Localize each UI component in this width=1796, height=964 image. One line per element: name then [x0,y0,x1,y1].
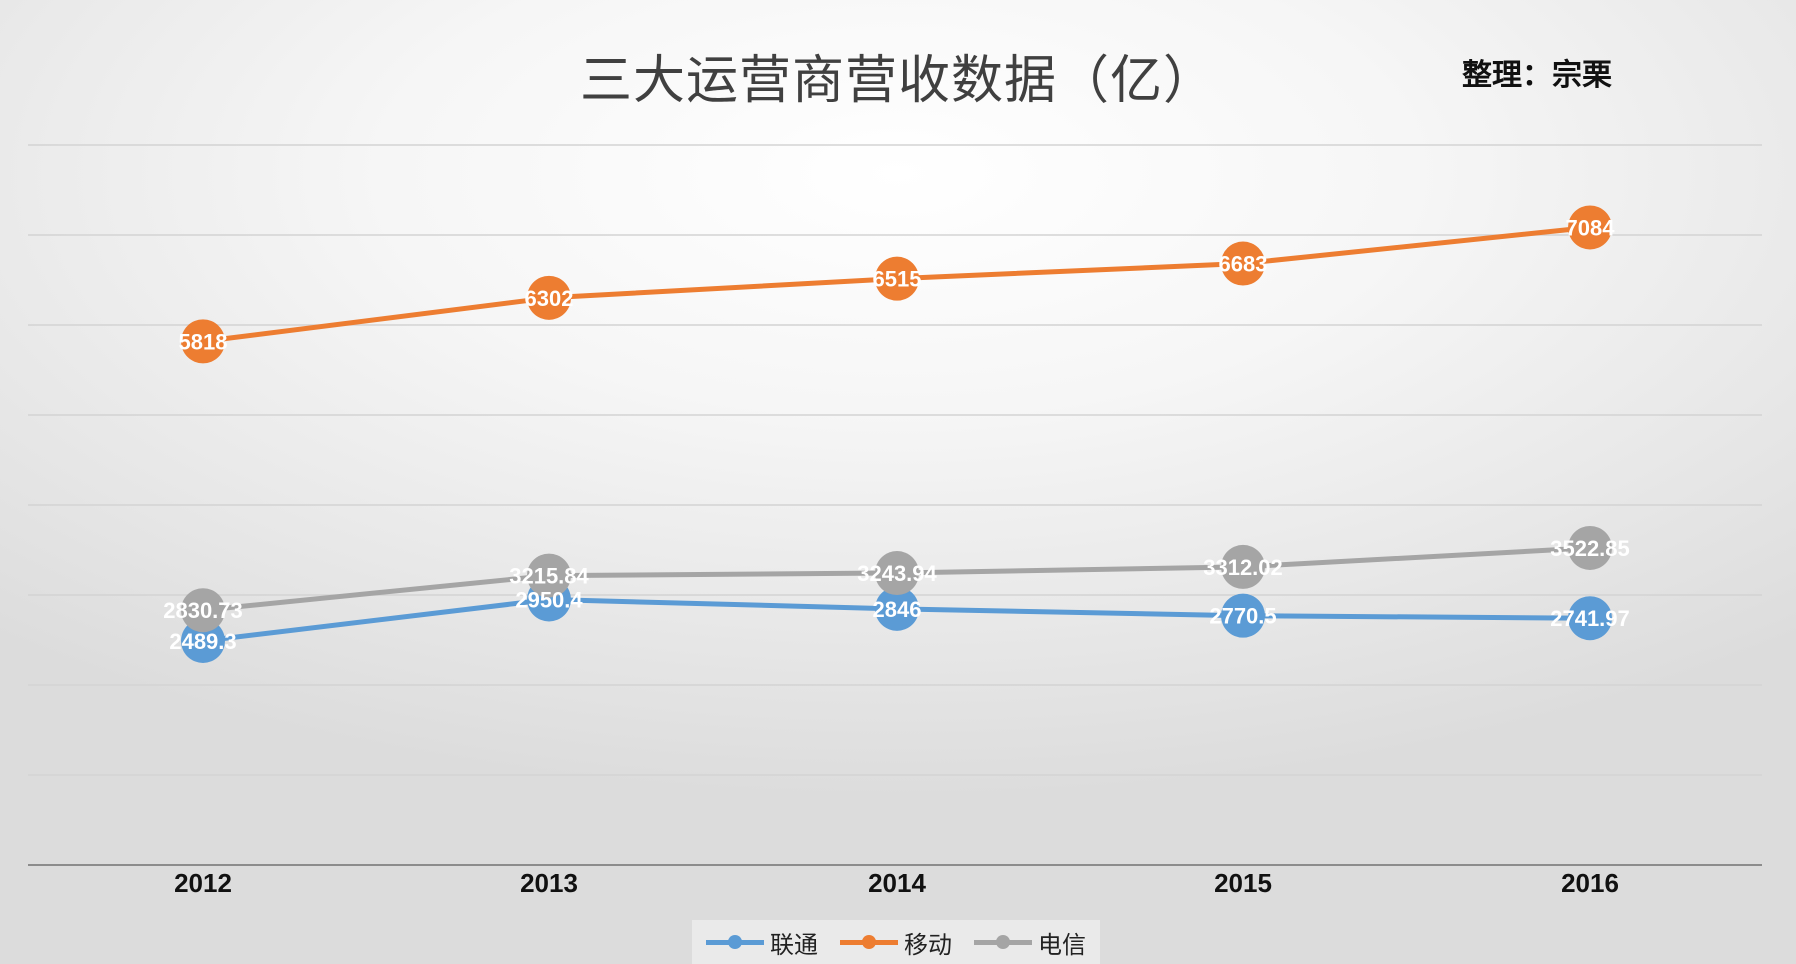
data-point-marker [181,319,225,364]
data-point-marker [1221,593,1265,638]
data-label: 2770.5 [1209,604,1276,629]
data-label: 2741.97 [1550,606,1630,631]
x-axis: 2012 2013 2014 2015 2016 [28,864,1762,898]
legend-swatch-dot [862,935,876,949]
data-point-marker [875,256,919,301]
legend-item: 联通 [706,925,818,960]
x-tick-label-2013: 2013 [520,868,578,898]
series-layer [181,205,1612,663]
data-point-marker [181,588,225,633]
legend-label: 联通 [770,930,818,959]
chart-author-credit: 整理：宗栗 [1462,58,1612,93]
legend-swatch-dot [996,935,1010,949]
x-tick-label-2014: 2014 [868,868,926,898]
x-tick-label-2012: 2012 [174,868,232,898]
legend-swatch-dot [728,935,742,949]
data-labels: 2489.3 2950.4 2846 2770.5 2741.97 5818 6302 651… [163,215,1630,654]
data-label: 7084 [1566,215,1616,240]
data-label: 2489.3 [169,629,236,654]
data-label: 6515 [873,267,922,292]
data-point-marker [1568,596,1612,641]
data-label: 2950.4 [515,587,583,612]
data-point-marker [1568,205,1612,250]
data-point-marker [181,618,225,663]
data-label: 6683 [1219,252,1268,277]
data-label: 3522.85 [1550,536,1630,561]
data-point-marker [527,275,571,320]
legend-swatch-icon [840,934,898,950]
data-point-marker [1221,544,1265,589]
legend-swatch-icon [974,934,1032,950]
legend-swatch-icon [706,934,764,950]
legend-label: 移动 [904,930,952,959]
data-point-marker [527,553,571,598]
data-point-marker [1568,525,1612,570]
chart-title: 三大运营商营收数据（亿） [579,51,1216,111]
x-tick-label-2016: 2016 [1561,868,1619,898]
data-label: 3312.02 [1203,555,1283,580]
data-point-marker [875,551,919,596]
legend-item: 移动 [840,925,952,960]
gridlines [28,144,1762,776]
data-label: 6302 [525,286,574,311]
data-label: 2830.73 [163,598,243,623]
data-label: 3243.94 [857,561,937,586]
data-point-marker [875,586,919,631]
data-label: 5818 [179,329,228,354]
legend-item: 电信 [974,925,1086,960]
data-point-marker [1221,241,1265,286]
x-tick-label-2015: 2015 [1214,868,1272,898]
legend-label: 电信 [1038,930,1086,959]
chart-legend: 联通 移动 电信 [692,920,1100,964]
data-label: 3215.84 [509,564,589,589]
data-label: 2846 [873,597,922,622]
